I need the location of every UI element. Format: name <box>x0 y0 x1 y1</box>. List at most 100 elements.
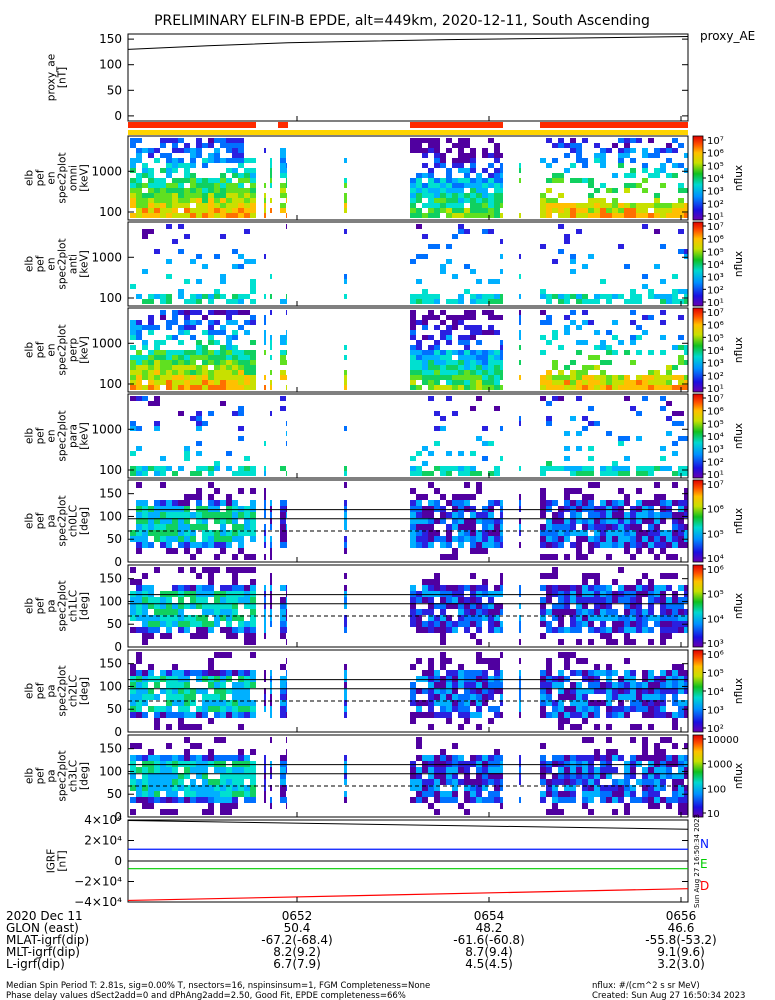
panel-elb_pef_pa_spec2plot_ch0LC-cell <box>464 524 470 530</box>
panel-elb_pef_pa_spec2plot_ch0LC-cell <box>160 500 166 506</box>
panel-elb_pef_pa_spec2plot_ch3LC-cell <box>582 761 588 767</box>
panel-elb_pef_pa_spec2plot_ch2LC-cell <box>270 676 272 682</box>
panel-elb_pef_en_spec2plot_anti-cell <box>582 299 588 304</box>
panel-elb_pef_en_spec2plot_omni-cell <box>458 143 464 148</box>
panel-elb_pef_pa_spec2plot_ch2LC-cell <box>540 694 546 700</box>
panel-elb_pef_pa_spec2plot_ch3LC-cell <box>226 785 232 791</box>
panel-elb_pef_pa_spec2plot_ch1LC-cell <box>564 591 570 597</box>
panel-elb_pef_en_spec2plot_anti-ylabel: elb <box>24 256 36 272</box>
panel-elb_pef_pa_spec2plot_ch3LC-cell <box>434 785 440 791</box>
panel-elb_pef_en_spec2plot_perp-cell <box>666 385 672 390</box>
panel-elb_pef_en_spec2plot_omni-cell <box>600 153 606 158</box>
panel-elb_pef_en_spec2plot_omni-cell <box>410 138 416 143</box>
panel-elb_pef_pa_spec2plot_ch2LC-cell <box>160 712 166 718</box>
panel-elb_pef_pa_spec2plot_ch2LC-cell <box>250 652 256 658</box>
panel-elb_pef_en_spec2plot_perp-ylabel: elb <box>24 342 36 358</box>
panel-elb_pef_en_spec2plot_omni-cell <box>618 138 624 143</box>
panel-elb_pef_en_spec2plot_perp-cell <box>552 335 558 340</box>
panel-elb_pef_pa_spec2plot_ch2LC-cell <box>148 670 154 676</box>
panel-elb_pef_en_spec2plot_perp-cell <box>422 320 428 325</box>
panel-elb_pef_en_spec2plot_perp-cell <box>214 340 220 345</box>
panel-elb_pef_pa_spec2plot_ch2LC-cell <box>172 700 178 706</box>
panel-elb_pef_en_spec2plot_perp-cell <box>464 310 470 315</box>
panel-elb_pef_pa_spec2plot_ch2LC-cell <box>226 670 232 676</box>
panel-elb_pef_en_spec2plot_anti-cell <box>250 289 256 294</box>
panel-elb_pef_pa_spec2plot_ch3LC-cell <box>244 761 250 767</box>
panel-elb_pef_pa_spec2plot_ch0LC-cell <box>540 542 546 548</box>
panel-elb_pef_en_spec2plot_anti-cell <box>428 299 434 304</box>
panel-elb_pef_pa_spec2plot_ch1LC-cell <box>434 603 440 609</box>
panel-elb_pef_pa_spec2plot_ch2LC-cell <box>184 676 190 682</box>
panel-elb_pef_pa_spec2plot_ch3LC-cell <box>416 773 422 779</box>
panel-elb_pef_en_spec2plot_para-cell <box>672 471 678 476</box>
panel-elb_pef_en_spec2plot_anti-cell <box>494 279 500 284</box>
panel-elb_pef_pa_spec2plot_ch0LC-cell <box>552 512 558 518</box>
panel-elb_pef_pa_spec2plot_ch0LC-cell <box>654 536 660 542</box>
panel-elb_pef_en_spec2plot_omni-cell <box>136 203 142 208</box>
panel-elb_pef_pa_spec2plot_ch0LC-cell <box>654 512 660 518</box>
panel-elb_pef_pa_spec2plot_ch0LC-cell <box>270 542 272 548</box>
panel-elb_pef_en_spec2plot_omni-cell <box>470 213 476 218</box>
panel-elb_pef_pa_spec2plot_ch3LC-cell <box>660 749 666 755</box>
panel-elb_pef_pa_spec2plot_ch1LC-cell <box>446 585 452 591</box>
panel-elb_pef_en_spec2plot_perp-ylabel: perp <box>68 338 80 362</box>
panel-elb_pef_pa_spec2plot_ch3LC-cell <box>190 767 196 773</box>
panel-elb_pef_en_spec2plot_anti-cell <box>570 254 576 259</box>
panel-elb_pef_pa_spec2plot_ch3LC-cell <box>280 779 286 785</box>
panel-elb_pef_en_spec2plot_anti-cell <box>458 294 464 299</box>
panel-elb_pef_en_spec2plot_omni-cell <box>666 203 672 208</box>
panel-elb_pef_pa_spec2plot_ch1LC-cell <box>606 609 612 615</box>
panel-elb_pef_pa_spec2plot_ch3LC-cell <box>606 791 612 797</box>
panel-elb_pef_pa_spec2plot_ch2LC-cell <box>636 682 642 688</box>
panel-elb_pef_en_spec2plot_omni-cell <box>270 158 272 163</box>
panel-elb_pef_en_spec2plot_anti-cell <box>196 254 202 259</box>
panel-elb_pef_pa_spec2plot_ch2LC-cell <box>494 712 500 718</box>
panel-elb_pef_pa_spec2plot_ch1LC-cell <box>142 615 148 621</box>
panel-elb_pef_pa_spec2plot_ch0LC-cell <box>280 536 286 542</box>
panel-elb_pef_pa_spec2plot_ch3LC-cell <box>270 803 272 809</box>
panel-elb_pef_en_spec2plot_omni-cell <box>576 208 582 213</box>
panel-elb_pef_pa_spec2plot_ch3LC-cell <box>684 797 688 803</box>
panel-elb_pef_pa_spec2plot_ch2LC-cell <box>280 688 286 694</box>
panel-elb_pef_pa_spec2plot_ch1LC-cell <box>208 591 214 597</box>
panel-elb_pef_pa_spec2plot_ch2LC-cell <box>564 694 570 700</box>
panel-elb_pef_pa_spec2plot_ch3LC-cell <box>190 791 196 797</box>
panel-elb_pef_pa_spec2plot_ch0LC-cell <box>624 518 630 524</box>
panel-elb_pef_en_spec2plot_perp-cell <box>178 350 184 355</box>
panel-elb_pef_en_spec2plot_perp-cell <box>154 350 160 355</box>
panel-elb_pef_pa_spec2plot_ch0LC-cell <box>654 518 660 524</box>
panel-elb_pef_en_spec2plot_perp-cell <box>600 385 606 390</box>
panel-elb_pef_pa_spec2plot_ch2LC-cell <box>666 670 672 676</box>
panel-elb_pef_pa_spec2plot_ch1LC-cell <box>582 621 588 627</box>
panel-elb_pef_en_spec2plot_anti-cell <box>214 294 220 299</box>
panel-elb_pef_pa_spec2plot_ch3LC-cell <box>666 755 672 761</box>
panel-elb_pef_en_spec2plot_omni-cell <box>208 178 214 183</box>
panel-elb_pef_pa_spec2plot_ch3LC-cell <box>672 743 678 749</box>
panel-elb_pef_pa_spec2plot_ch1LC-cell <box>636 609 642 615</box>
panel-elb_pef_en_spec2plot_omni-cell <box>244 213 250 218</box>
panel-elb_pef_pa_spec2plot_ch1LC-cell <box>286 609 287 615</box>
panel-elb_pef_pa_spec2plot_ch0LC-cell <box>202 530 208 536</box>
panel-elb_pef_en_spec2plot_perp-cell <box>232 360 238 365</box>
panel-elb_pef_en_spec2plot_omni-cell <box>172 163 178 168</box>
panel-elb_pef_pa_spec2plot_ch0LC-cell <box>416 542 422 548</box>
panel-elb_pef_en_spec2plot_omni-cell <box>440 188 446 193</box>
panel-elb_pef_en_spec2plot_omni-cell <box>494 143 500 148</box>
panel-elb_pef_pa_spec2plot_ch3LC-cell <box>570 797 576 803</box>
panel-elb_pef_en_spec2plot_omni-cell <box>588 193 594 198</box>
panel-elb_pef_en_spec2plot_perp-cell <box>446 365 452 370</box>
panel-elb_pef_en_spec2plot_omni-cell <box>612 208 618 213</box>
panel-elb_pef_pa_spec2plot_ch2LC-cell <box>482 670 488 676</box>
panel-elb_pef_pa_spec2plot_ch0LC-cell <box>160 512 166 518</box>
panel-elb_pef_pa_spec2plot_ch0LC-cell <box>220 536 226 542</box>
panel-elb_pef_en_spec2plot_perp-cell <box>576 375 582 380</box>
panel-elb_pef_pa_spec2plot_ch3LC-cell <box>564 755 570 761</box>
panel-elb_pef_en_spec2plot_perp-cell <box>452 365 458 370</box>
panel-elb_pef_en_spec2plot_perp-cell <box>250 360 256 365</box>
panel-elb_pef_pa_spec2plot_ch0LC-cell <box>558 518 564 524</box>
panel-elb_pef_en_spec2plot_perp-cell <box>202 360 208 365</box>
panel-elb_pef_pa_spec2plot_ch2LC-cell <box>226 676 232 682</box>
panel-elb_pef_pa_spec2plot_ch1LC-cell <box>232 603 238 609</box>
panel-elb_pef_en_spec2plot_perp-cell <box>142 345 148 350</box>
panel-elb_pef_en_spec2plot_perp-cell <box>214 355 220 360</box>
